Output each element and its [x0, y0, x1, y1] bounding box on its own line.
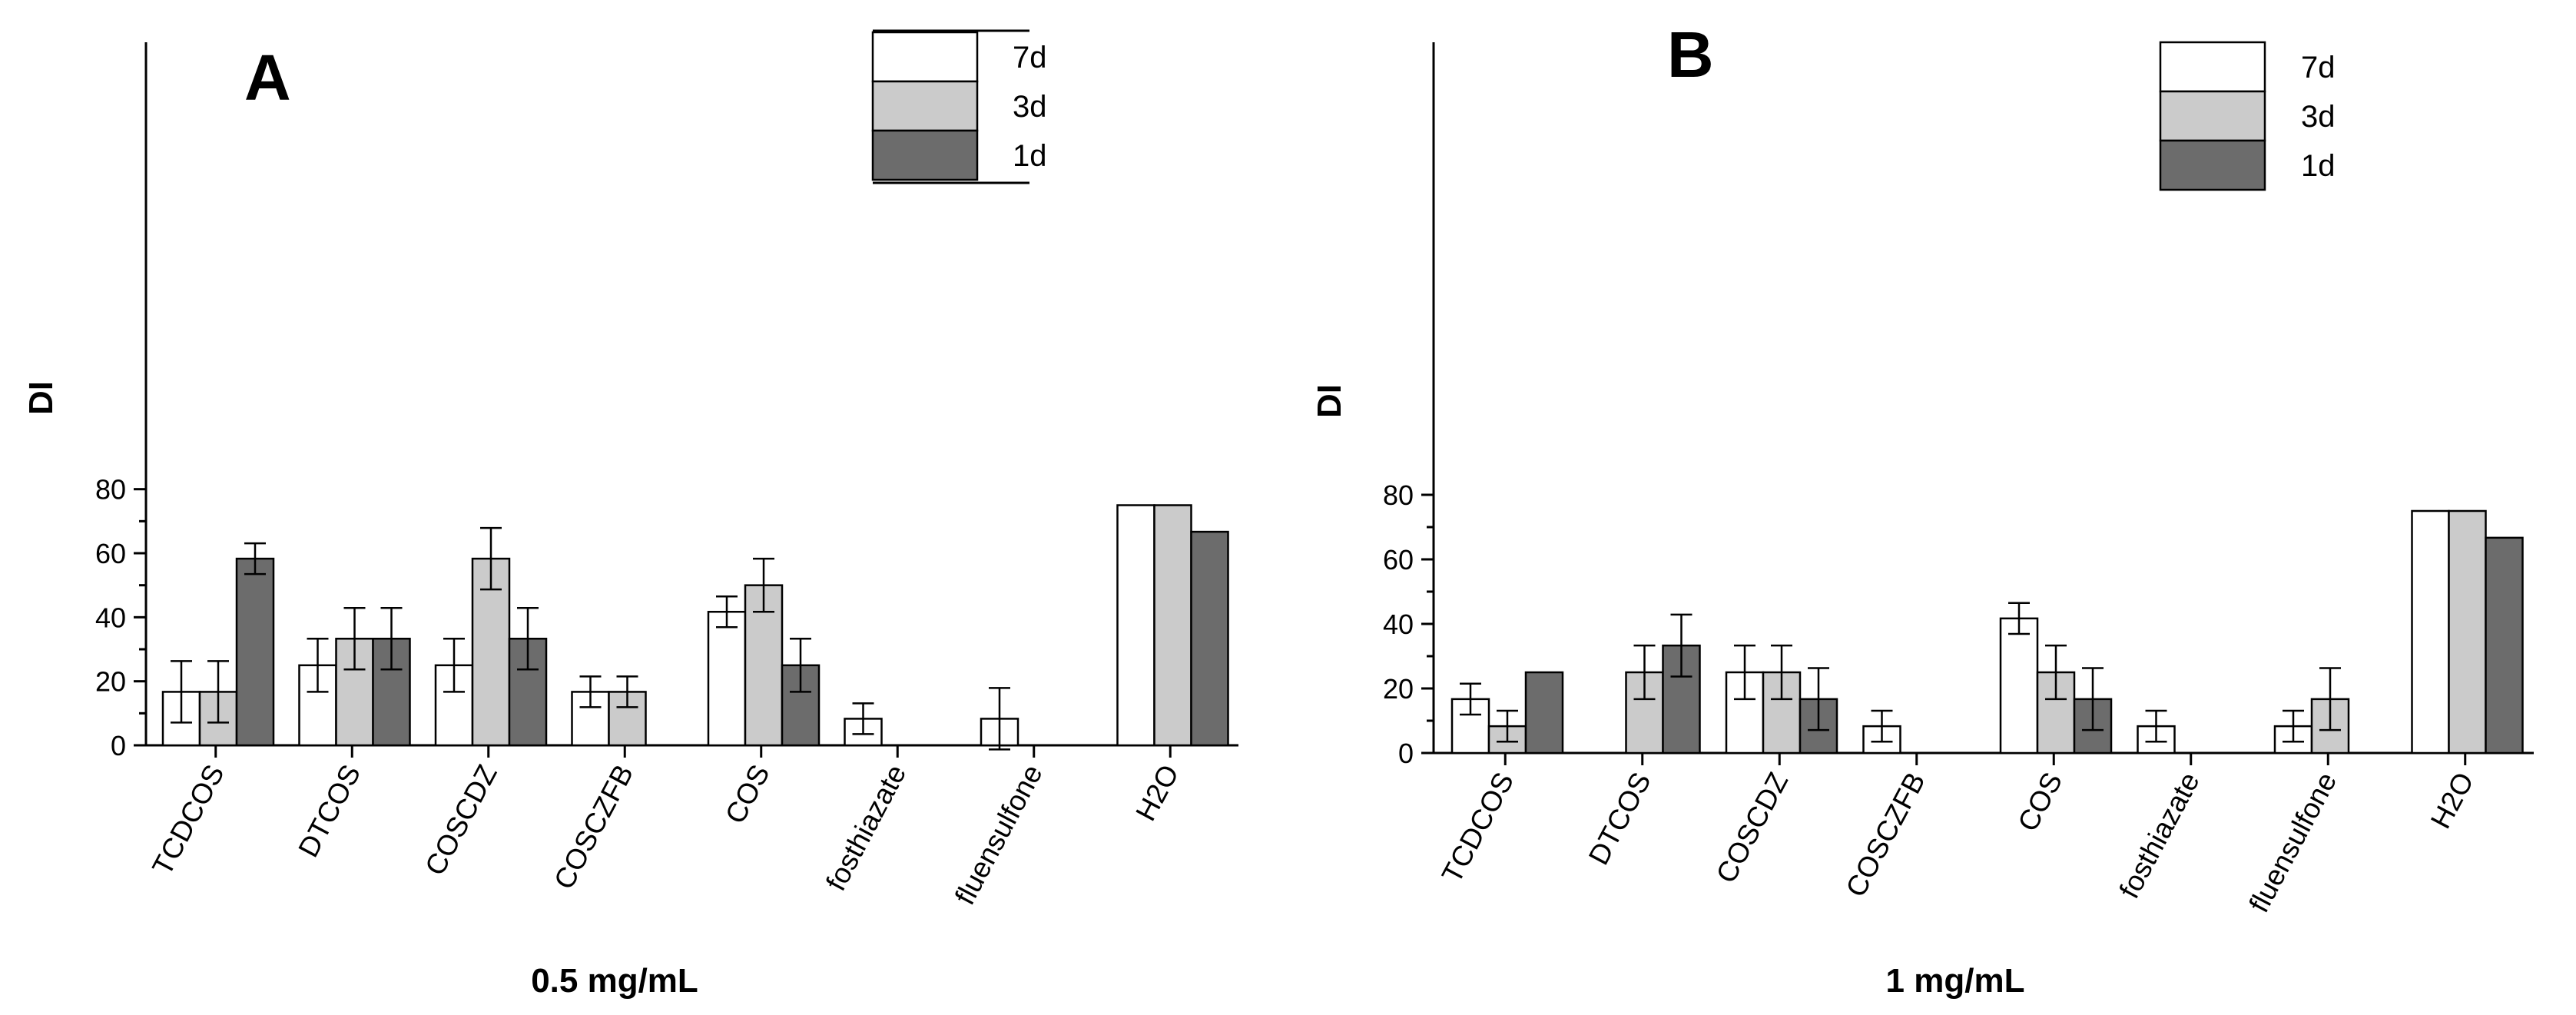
legend-label: 7d [1013, 41, 1047, 75]
bar-1d [235, 557, 275, 747]
x-tick-label: H2O [1129, 760, 1185, 826]
bar-1d [1524, 671, 1564, 755]
y-axis-title: DI [1311, 384, 1348, 418]
y-tick-label: 40 [95, 602, 126, 633]
bar-3d [2448, 509, 2487, 755]
legend-swatch-7d [871, 31, 979, 83]
legend-label: 1d [2301, 149, 2336, 183]
bar-7d [707, 611, 747, 747]
x-tick-label: TCDCOS [146, 760, 230, 881]
legend-swatch-3d [871, 80, 979, 132]
x-tick-label: fluensulfone [949, 760, 1049, 910]
y-axis-title: DI [22, 381, 60, 415]
bar-1d [2485, 536, 2524, 755]
y-tick-label: 0 [1398, 738, 1414, 769]
x-tick-label: fosthiazate [820, 760, 912, 896]
panel-letter: B [1667, 18, 1714, 91]
y-tick-label: 80 [95, 474, 126, 506]
legend-label: 3d [1013, 90, 1047, 124]
legend-swatch-7d [2159, 41, 2266, 93]
bar-3d [1153, 504, 1192, 747]
x-tick-label: COS [2011, 768, 2068, 837]
legend: 7d 3d 1d [871, 29, 1047, 184]
legend: 7d 3d 1d [2159, 41, 2336, 191]
x-tick-label: DTCOS [1583, 768, 1657, 871]
x-tick-label: H2O [2425, 768, 2480, 834]
x-tick-label: COS [719, 760, 776, 829]
legend-label: 1d [1013, 139, 1047, 173]
bar-1d [1190, 530, 1229, 747]
legend-swatch-3d [2159, 90, 2266, 142]
panel-a: A DI 0.5 mg/mL 0 20 40 60 80 TCDCOS DTCOS COSCDZ CO… [22, 29, 1238, 1000]
bar-7d [1450, 698, 1490, 755]
y-tick-label: 0 [111, 730, 126, 761]
bar-7d [298, 664, 337, 747]
bar-7d [2411, 509, 2450, 755]
x-axis-title: 1 mg/mL [1886, 962, 2025, 1000]
bar-7d [1999, 617, 2039, 755]
x-tick-label: DTCOS [292, 760, 366, 863]
x-tick-label: COSCDZ [419, 760, 503, 881]
x-axis-title: 0.5 mg/mL [531, 962, 698, 1000]
y-tick-label: 60 [1383, 544, 1414, 575]
panel-letter: A [244, 41, 291, 114]
x-tick-label: fosthiazate [2114, 768, 2206, 904]
legend-label: 3d [2301, 100, 2336, 134]
y-tick-label: 60 [95, 538, 126, 569]
y-tick-label: 20 [95, 666, 126, 698]
legend-swatch-1d [2159, 139, 2266, 191]
x-tick-label: COSCZFB [548, 760, 639, 894]
legend-swatch-1d [871, 129, 979, 181]
y-tick-label: 80 [1383, 479, 1414, 511]
bar-3d [608, 691, 647, 747]
bar-7d [1116, 504, 1155, 747]
x-tick-label: COSCDZ [1710, 768, 1795, 888]
x-tick-label: fluensulfone [2243, 768, 2342, 917]
x-tick-label: TCDCOS [1436, 768, 1520, 888]
y-tick-label: 40 [1383, 609, 1414, 640]
legend-label: 7d [2301, 51, 2336, 85]
x-tick-label: COSCZFB [1840, 768, 1931, 902]
y-tick-label: 20 [1383, 673, 1414, 705]
